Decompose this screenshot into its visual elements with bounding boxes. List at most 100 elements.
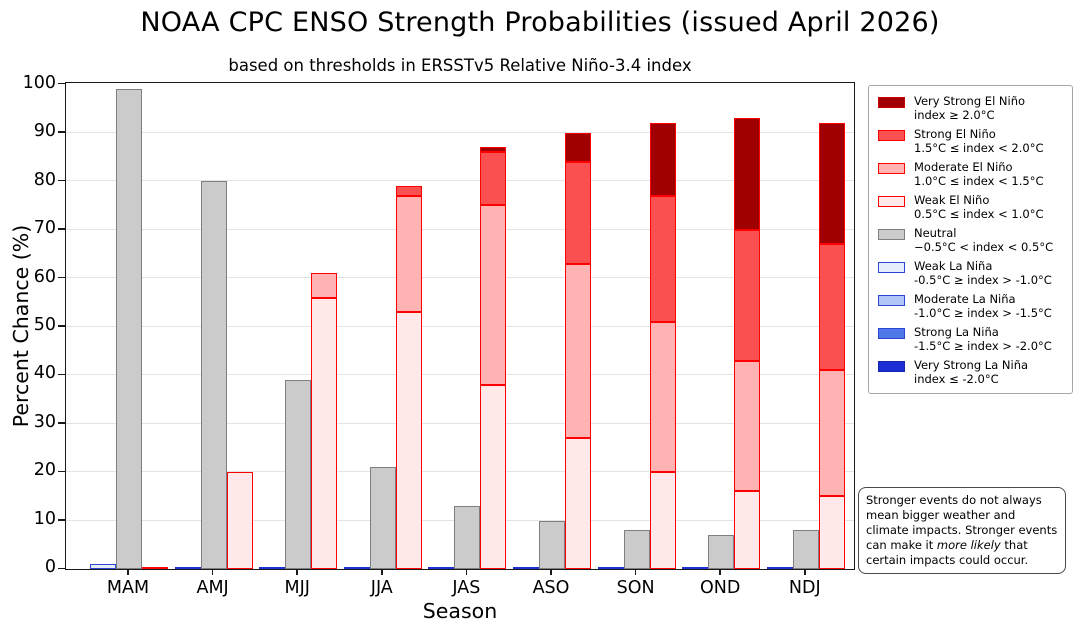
note-box: Stronger events do not always mean bigge… [858,487,1066,574]
bar-group-SON [597,123,676,569]
y-tick-mark-40 [58,373,65,376]
legend-item-label: Moderate El Niño [914,160,1013,174]
plot-area [65,82,855,570]
x-tick-label-JAS: JAS [452,578,481,598]
bar-weak_el_nino-SON [649,472,676,569]
stack-neutral-NDJ [792,530,819,569]
stack-neutral-MAM [116,89,142,569]
x-tick-label-JJA: JJA [370,578,393,598]
legend-item-label: Moderate La Niña [914,292,1016,306]
stack-neutral-JAS [454,505,481,569]
legend: Very Strong El Niño index ≥ 2.0°C Strong E… [868,85,1073,394]
legend-swatch-icon [878,361,905,372]
note-text: Stronger events do not always mean bigge… [866,493,1058,552]
stack-la_nina-JJA [343,567,370,569]
x-tick-label-SON: SON [616,578,655,598]
bar-weak_el_nino-JJA [395,312,422,569]
x-tick-label-OND: OND [700,578,741,598]
bar-weak_el_nino-MJJ [311,297,338,569]
bar-neutral-ASO [539,520,565,569]
stack-el_nino-MJJ [311,273,338,569]
stack-el_nino-OND [734,118,761,569]
y-tick-label-80: 80 [33,169,56,190]
x-tick-label-ASO: ASO [532,578,570,598]
legend-item-7: Strong La Niña -1.5°C ≥ index > -2.0°C [878,325,1064,354]
bar-group-OND [682,118,761,569]
gridline-50 [66,325,854,327]
legend-item-threshold: -1.0°C ≥ index > -1.5°C [914,306,1052,321]
y-tick-mark-100 [58,82,65,85]
y-tick-mark-80 [58,179,65,182]
bar-neutral-MJJ [285,379,312,569]
stack-el_nino-JAS [480,147,507,569]
y-tick-label-50: 50 [33,315,56,335]
bar-very_strong_el_nino-JAS [480,147,507,153]
zero-bar-el_nino-MAM [142,567,168,569]
zero-bar-la_nina-SON [597,567,624,569]
y-tick-label-0: 0 [44,557,56,578]
bar-weak_el_nino-AMJ [226,472,253,569]
legend-item-threshold: 0.5°C ≤ index < 1.0°C [914,207,1044,222]
zero-bar-la_nina-JJA [343,567,370,569]
stack-el_nino-SON [649,123,676,569]
bar-neutral-MAM [116,89,142,569]
bar-weak_el_nino-ASO [565,438,591,569]
y-tick-label-90: 90 [33,121,56,142]
legend-item-6: Moderate La Niña -1.0°C ≥ index > -1.5°C [878,292,1064,321]
y-tick-mark-60 [58,276,65,279]
y-tick-label-70: 70 [33,218,56,239]
legend-item-label: Weak La Niña [914,259,993,273]
stack-la_nina-ASO [513,567,539,569]
legend-item-text: Very Strong La Niña index ≤ -2.0°C [914,358,1028,387]
legend-item-text: Moderate El Niño 1.0°C ≤ index < 1.5°C [914,160,1044,189]
legend-item-5: Weak La Niña -0.5°C ≥ index > -1.0°C [878,259,1064,288]
legend-item-text: Weak El Niño 0.5°C ≤ index < 1.0°C [914,193,1044,222]
legend-swatch-icon [878,229,905,240]
x-axis-label: Season [422,599,498,623]
zero-bar-la_nina-ASO [513,567,539,569]
zero-bar-la_nina-JAS [428,567,455,569]
stack-neutral-MJJ [285,379,312,569]
legend-swatch-icon [878,328,905,339]
x-tick-label-MAM: MAM [106,578,150,598]
legend-item-4: Neutral −0.5°C < index < 0.5°C [878,226,1064,255]
legend-item-label: Very Strong La Niña [914,358,1029,372]
bar-neutral-OND [708,535,735,569]
bar-moderate_el_nino-JJA [395,195,422,313]
stack-la_nina-NDJ [766,567,793,569]
bar-moderate_el_nino-MJJ [311,273,338,298]
legend-swatch-icon [878,295,905,306]
legend-item-label: Neutral [914,226,957,240]
bar-moderate_el_nino-OND [734,360,761,492]
bar-group-JAS [428,147,507,569]
legend-item-label: Weak El Niño [914,193,990,207]
y-tick-mark-50 [58,325,65,327]
x-tick-mark-MJJ [296,570,298,575]
gridline-30 [66,422,854,424]
x-tick-mark-JJA [381,570,383,575]
stack-neutral-ASO [539,520,565,569]
bar-very_strong_el_nino-NDJ [818,123,845,245]
stack-la_nina-SON [597,567,624,569]
zero-bar-la_nina-OND [682,567,709,569]
gridline-90 [66,131,854,133]
bar-very_strong_el_nino-ASO [565,132,591,162]
stack-la_nina-OND [682,567,709,569]
y-tick-mark-10 [58,519,65,521]
bar-very_strong_el_nino-OND [734,118,761,230]
y-tick-label-10: 10 [33,508,56,529]
stack-la_nina-MJJ [259,567,286,569]
bar-strong_el_nino-ASO [565,161,591,264]
stack-neutral-JJA [369,467,396,569]
stack-el_nino-NDJ [818,123,845,569]
legend-item-threshold: index ≤ -2.0°C [914,372,999,387]
bar-neutral-NDJ [792,530,819,569]
y-tick-label-100: 100 [22,72,56,93]
gridline-60 [66,277,854,279]
bar-strong_el_nino-JAS [480,152,507,206]
legend-item-text: Strong La Niña -1.5°C ≥ index > -2.0°C [914,325,1052,354]
legend-swatch-icon [878,97,905,108]
bar-moderate_el_nino-NDJ [818,370,845,497]
legend-item-text: Weak La Niña -0.5°C ≥ index > -1.0°C [914,259,1052,288]
